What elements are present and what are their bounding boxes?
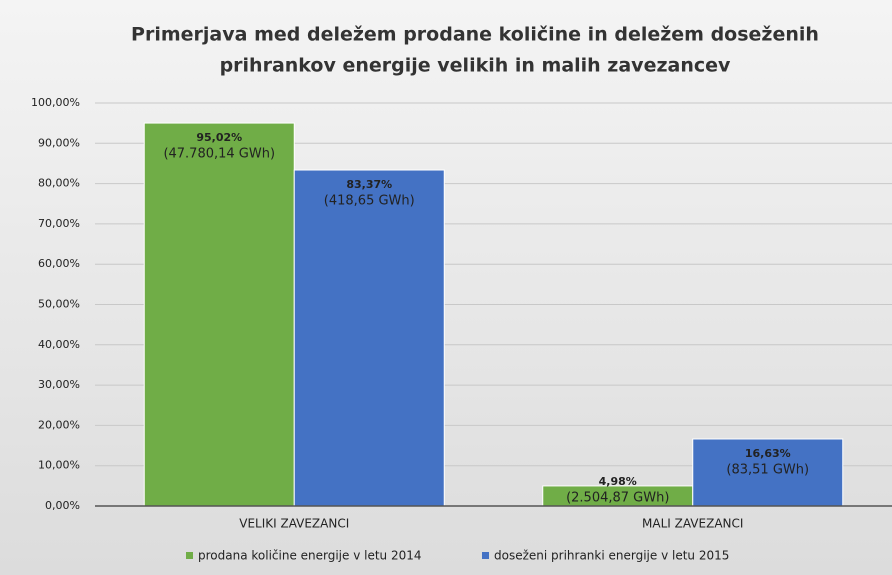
y-tick-label: 80,00% — [38, 177, 80, 190]
y-tick-label: 50,00% — [38, 298, 80, 311]
x-tick-label: VELIKI ZAVEZANCI — [239, 517, 349, 531]
legend-swatch — [186, 552, 193, 559]
bar — [692, 438, 844, 507]
bar — [293, 169, 445, 507]
y-tick-label: 30,00% — [38, 378, 80, 391]
y-tick-label: 40,00% — [38, 338, 80, 351]
x-tick-label: MALI ZAVEZANCI — [642, 517, 743, 531]
y-tick-label: 10,00% — [38, 459, 80, 472]
bar — [143, 122, 295, 507]
y-tick-label: 70,00% — [38, 217, 80, 230]
y-tick-label: 100,00% — [31, 96, 80, 109]
chart-title: prihrankov energije velikih in malih zav… — [220, 55, 731, 77]
data-label: 4,98% — [599, 475, 637, 488]
y-tick-label: 20,00% — [38, 418, 80, 431]
legend-label: doseženi prihranki energije v letu 2015 — [494, 549, 729, 563]
data-label: 95,02% — [196, 131, 242, 144]
y-tick-label: 90,00% — [38, 136, 80, 149]
data-label-energy: (2.504,87 GWh) — [566, 491, 669, 506]
data-label: 83,37% — [346, 178, 392, 191]
legend-label: prodana količine energije v letu 2014 — [198, 549, 422, 563]
data-label-energy: (418,65 GWh) — [324, 194, 415, 209]
y-tick-label: 0,00% — [45, 499, 80, 512]
data-label-energy: (47.780,14 GWh) — [163, 147, 275, 162]
y-tick-label: 60,00% — [38, 257, 80, 270]
chart-title: Primerjava med deležem prodane količine … — [131, 24, 819, 46]
legend-swatch — [482, 552, 489, 559]
data-label-energy: (83,51 GWh) — [726, 462, 809, 477]
data-label: 16,63% — [745, 447, 791, 460]
